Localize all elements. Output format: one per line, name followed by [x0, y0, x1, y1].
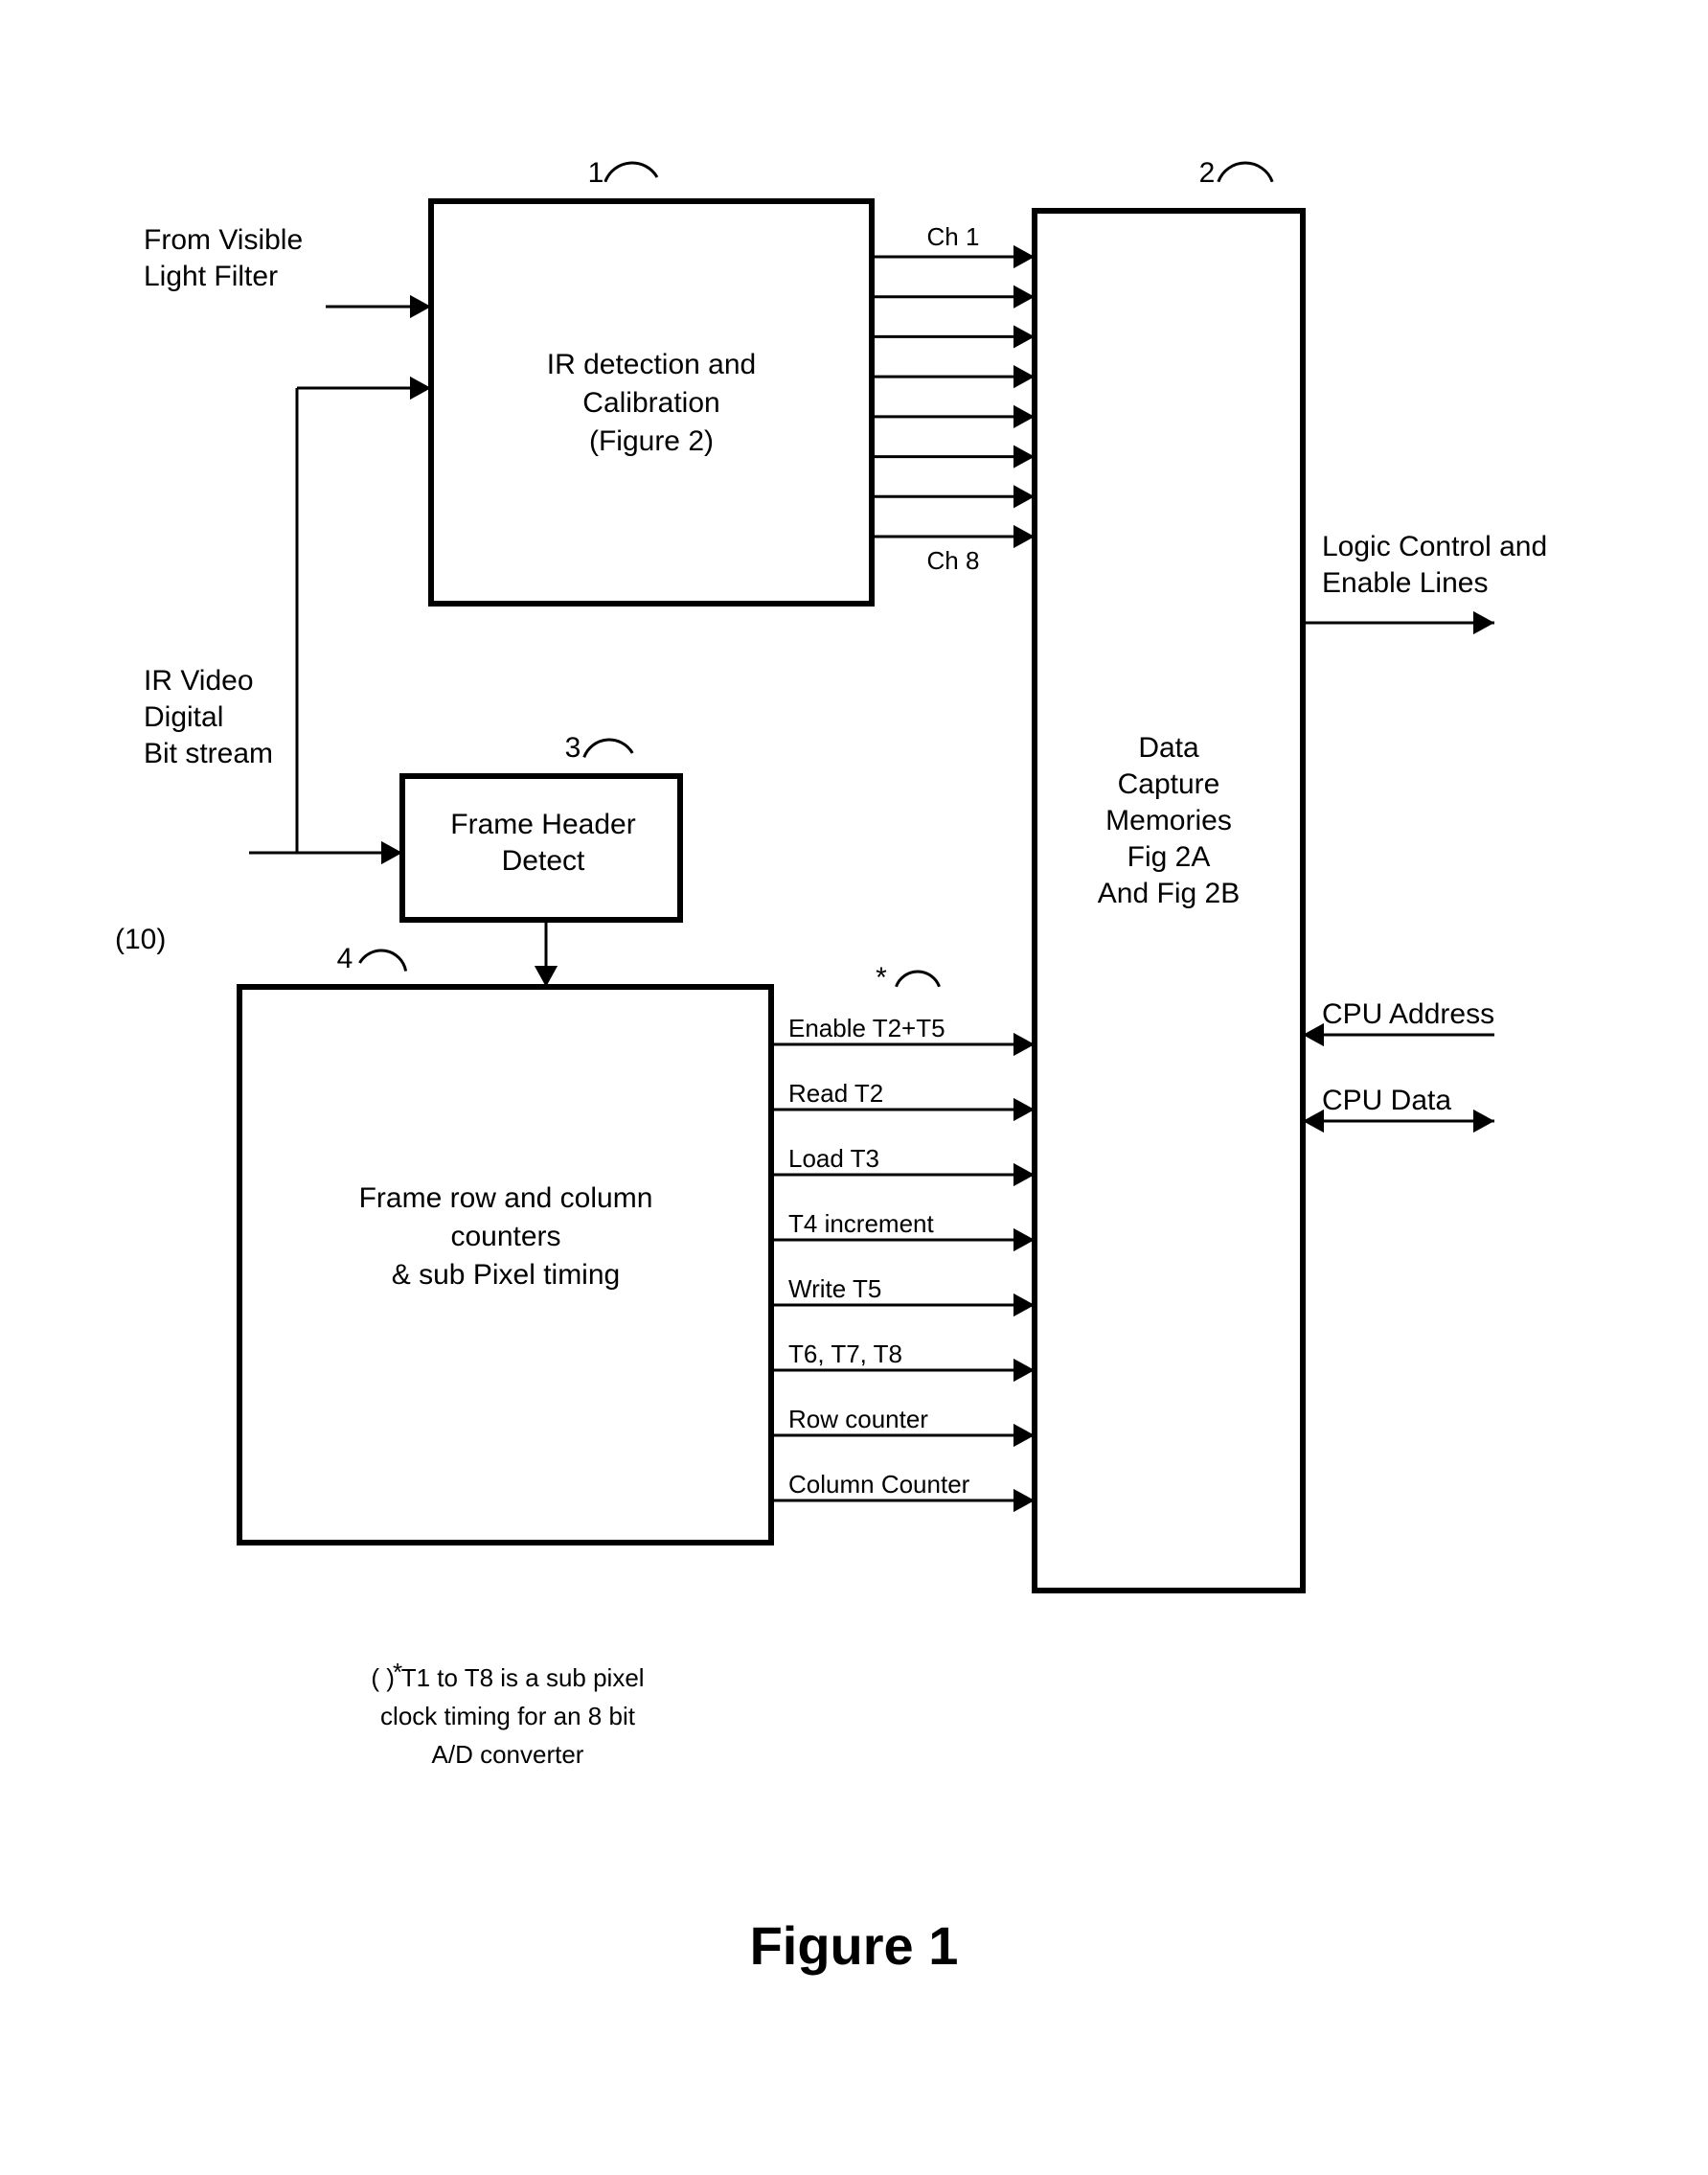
ref-4: 4	[337, 943, 353, 974]
cpu-data-label: CPU Data	[1322, 1085, 1451, 1116]
timing-label: Load T3	[788, 1144, 879, 1173]
timing-label: T6, T7, T8	[788, 1339, 902, 1368]
footnote-line: ( ) T1 to T8 is a sub pixel	[371, 1663, 644, 1692]
logic-label: Enable Lines	[1322, 567, 1488, 599]
block-b3-text: Frame Header	[450, 809, 635, 840]
block-b2-text: Capture	[1118, 768, 1220, 800]
cpu-address-label: CPU Address	[1322, 998, 1494, 1030]
block-b2-text: Fig 2A	[1127, 841, 1211, 873]
asterisk: *	[876, 962, 887, 994]
ref-3: 3	[565, 732, 581, 764]
input-irvideo-label: Bit stream	[144, 738, 273, 769]
logic-label: Logic Control and	[1322, 531, 1547, 562]
block-b4-text: & sub Pixel timing	[392, 1259, 620, 1291]
ref-1: 1	[588, 157, 604, 189]
input-visible-label: Light Filter	[144, 261, 278, 292]
input-irvideo-label: IR Video	[144, 665, 254, 697]
timing-label: Row counter	[788, 1405, 928, 1433]
footnote-line: A/D converter	[432, 1740, 584, 1769]
timing-label: T4 increment	[788, 1209, 934, 1238]
block-b4-text: counters	[450, 1221, 560, 1252]
ch8-label: Ch 8	[927, 546, 980, 575]
block-b2-text: Data	[1138, 732, 1199, 764]
input-visible-label: From Visible	[144, 224, 303, 256]
footnote-star: *	[393, 1658, 402, 1686]
timing-label: Write T5	[788, 1274, 881, 1303]
footnote-line: clock timing for an 8 bit	[380, 1702, 636, 1730]
block-b1-text: (Figure 2)	[589, 425, 714, 457]
timing-label: Read T2	[788, 1079, 883, 1108]
ref-10: (10)	[115, 924, 166, 955]
block-b3-text: Detect	[502, 845, 585, 877]
block-b1-text: IR detection and	[547, 349, 756, 380]
ch1-label: Ch 1	[927, 222, 980, 251]
block-b1-text: Calibration	[582, 387, 719, 419]
timing-label: Column Counter	[788, 1470, 970, 1499]
block-b4-text: Frame row and column	[359, 1182, 653, 1214]
block-b2-text: And Fig 2B	[1098, 878, 1240, 909]
input-irvideo-label: Digital	[144, 701, 223, 733]
timing-label: Enable T2+T5	[788, 1014, 945, 1042]
block-b2-text: Memories	[1105, 805, 1232, 836]
ref-2: 2	[1199, 157, 1216, 189]
figure-title: Figure 1	[750, 1915, 959, 1976]
